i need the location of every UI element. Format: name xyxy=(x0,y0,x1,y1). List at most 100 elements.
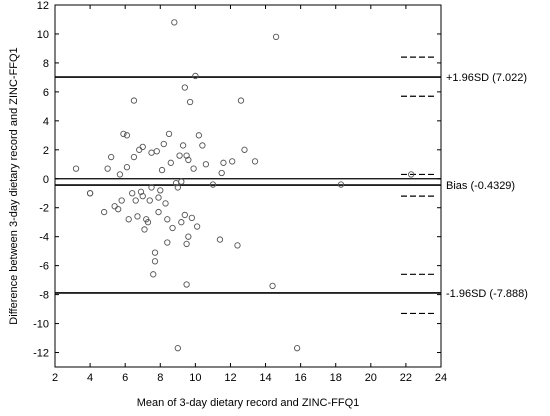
y-tick-label: -12 xyxy=(33,348,49,360)
data-point xyxy=(153,148,160,155)
data-point xyxy=(100,208,108,216)
data-point xyxy=(272,33,280,41)
data-point xyxy=(181,211,188,219)
y-tick-label: 2 xyxy=(43,145,49,157)
data-point xyxy=(144,219,152,226)
data-point xyxy=(408,171,415,178)
data-point xyxy=(116,171,124,178)
data-point xyxy=(251,158,259,165)
data-point xyxy=(107,153,115,161)
reference-line-label: Bias (-0.4329) xyxy=(446,180,515,192)
x-tick-label: 2 xyxy=(52,372,58,384)
y-tick-label: 0 xyxy=(43,174,49,186)
data-point xyxy=(72,165,80,172)
data-point xyxy=(195,132,203,139)
data-point xyxy=(199,142,206,149)
data-point xyxy=(167,159,174,166)
data-point xyxy=(269,282,276,290)
data-point xyxy=(178,178,185,185)
y-tick-label: -10 xyxy=(33,319,49,331)
data-point xyxy=(234,242,241,249)
data-point xyxy=(192,72,199,80)
data-point xyxy=(123,164,131,171)
y-tick-label: -6 xyxy=(39,261,49,273)
y-tick-label: -2 xyxy=(39,203,49,215)
data-point xyxy=(115,206,122,213)
data-point xyxy=(174,184,181,191)
axis-ticks: 2 4 6 8 10 12 14 16 18 20 22 24121086420-2-4-6-8-10… xyxy=(33,0,447,384)
x-tick-label: 16 xyxy=(295,372,307,384)
data-point xyxy=(185,233,192,240)
data-point xyxy=(104,165,111,172)
data-point xyxy=(132,197,139,204)
data-point xyxy=(229,158,236,165)
data-point xyxy=(134,213,141,220)
data-point xyxy=(178,219,185,226)
data-point xyxy=(164,239,171,246)
data-point xyxy=(118,197,125,204)
x-tick-label: 12 xyxy=(224,372,236,384)
data-point xyxy=(209,181,217,188)
data-point xyxy=(155,194,162,201)
x-tick-label: 10 xyxy=(189,372,201,384)
data-point xyxy=(123,132,131,139)
data-point xyxy=(176,152,183,159)
data-point xyxy=(171,19,178,26)
data-point xyxy=(293,345,301,352)
reference-labels: +1.96SD (7.022) Bias (-0.4329) -1.96SD (-7… xyxy=(446,72,528,300)
data-point xyxy=(188,214,196,222)
data-point xyxy=(86,190,94,197)
data-point xyxy=(139,143,146,151)
data-point xyxy=(162,200,169,207)
data-point xyxy=(186,98,194,106)
x-tick-label: 8 xyxy=(157,372,163,384)
data-point xyxy=(183,281,190,288)
data-point xyxy=(130,153,138,161)
data-point xyxy=(150,271,157,278)
data-point xyxy=(165,130,173,138)
data-point xyxy=(125,216,132,223)
data-point xyxy=(193,223,201,230)
x-tick-label: 24 xyxy=(435,372,447,384)
reference-lines xyxy=(55,76,441,294)
data-point xyxy=(169,224,176,232)
data-point xyxy=(190,165,197,172)
data-point xyxy=(164,216,171,223)
data-point xyxy=(151,249,159,256)
data-points xyxy=(72,19,415,352)
data-point xyxy=(220,159,227,166)
y-tick-label: -4 xyxy=(39,232,49,244)
x-tick-label: 18 xyxy=(330,372,342,384)
x-tick-label: 6 xyxy=(122,372,128,384)
data-point xyxy=(185,156,192,164)
data-point xyxy=(129,190,136,197)
data-point xyxy=(139,192,146,200)
x-tick-label: 22 xyxy=(400,372,412,384)
data-point xyxy=(174,345,181,352)
y-axis-title: Difference between 3-day dietary record … xyxy=(8,47,20,324)
data-point xyxy=(130,97,138,104)
data-point xyxy=(216,236,224,243)
data-point xyxy=(160,140,167,148)
y-tick-label: -8 xyxy=(39,290,49,302)
y-tick-label: 6 xyxy=(43,87,49,99)
data-point xyxy=(158,166,166,174)
data-point xyxy=(183,240,190,248)
data-point xyxy=(155,208,162,216)
data-point xyxy=(141,226,148,233)
data-point xyxy=(120,130,127,138)
reference-line-label: +1.96SD (7.022) xyxy=(446,72,527,84)
x-tick-label: 4 xyxy=(87,372,93,384)
x-tick-label: 14 xyxy=(259,372,271,384)
data-point xyxy=(146,197,153,204)
data-point xyxy=(241,146,248,153)
data-point xyxy=(179,142,187,149)
y-tick-label: 10 xyxy=(37,29,49,41)
data-point xyxy=(202,161,210,168)
confidence-limit-marks xyxy=(401,56,437,315)
data-point xyxy=(148,184,155,191)
data-point xyxy=(237,97,245,104)
y-tick-label: 8 xyxy=(43,58,49,70)
data-point xyxy=(151,258,159,265)
